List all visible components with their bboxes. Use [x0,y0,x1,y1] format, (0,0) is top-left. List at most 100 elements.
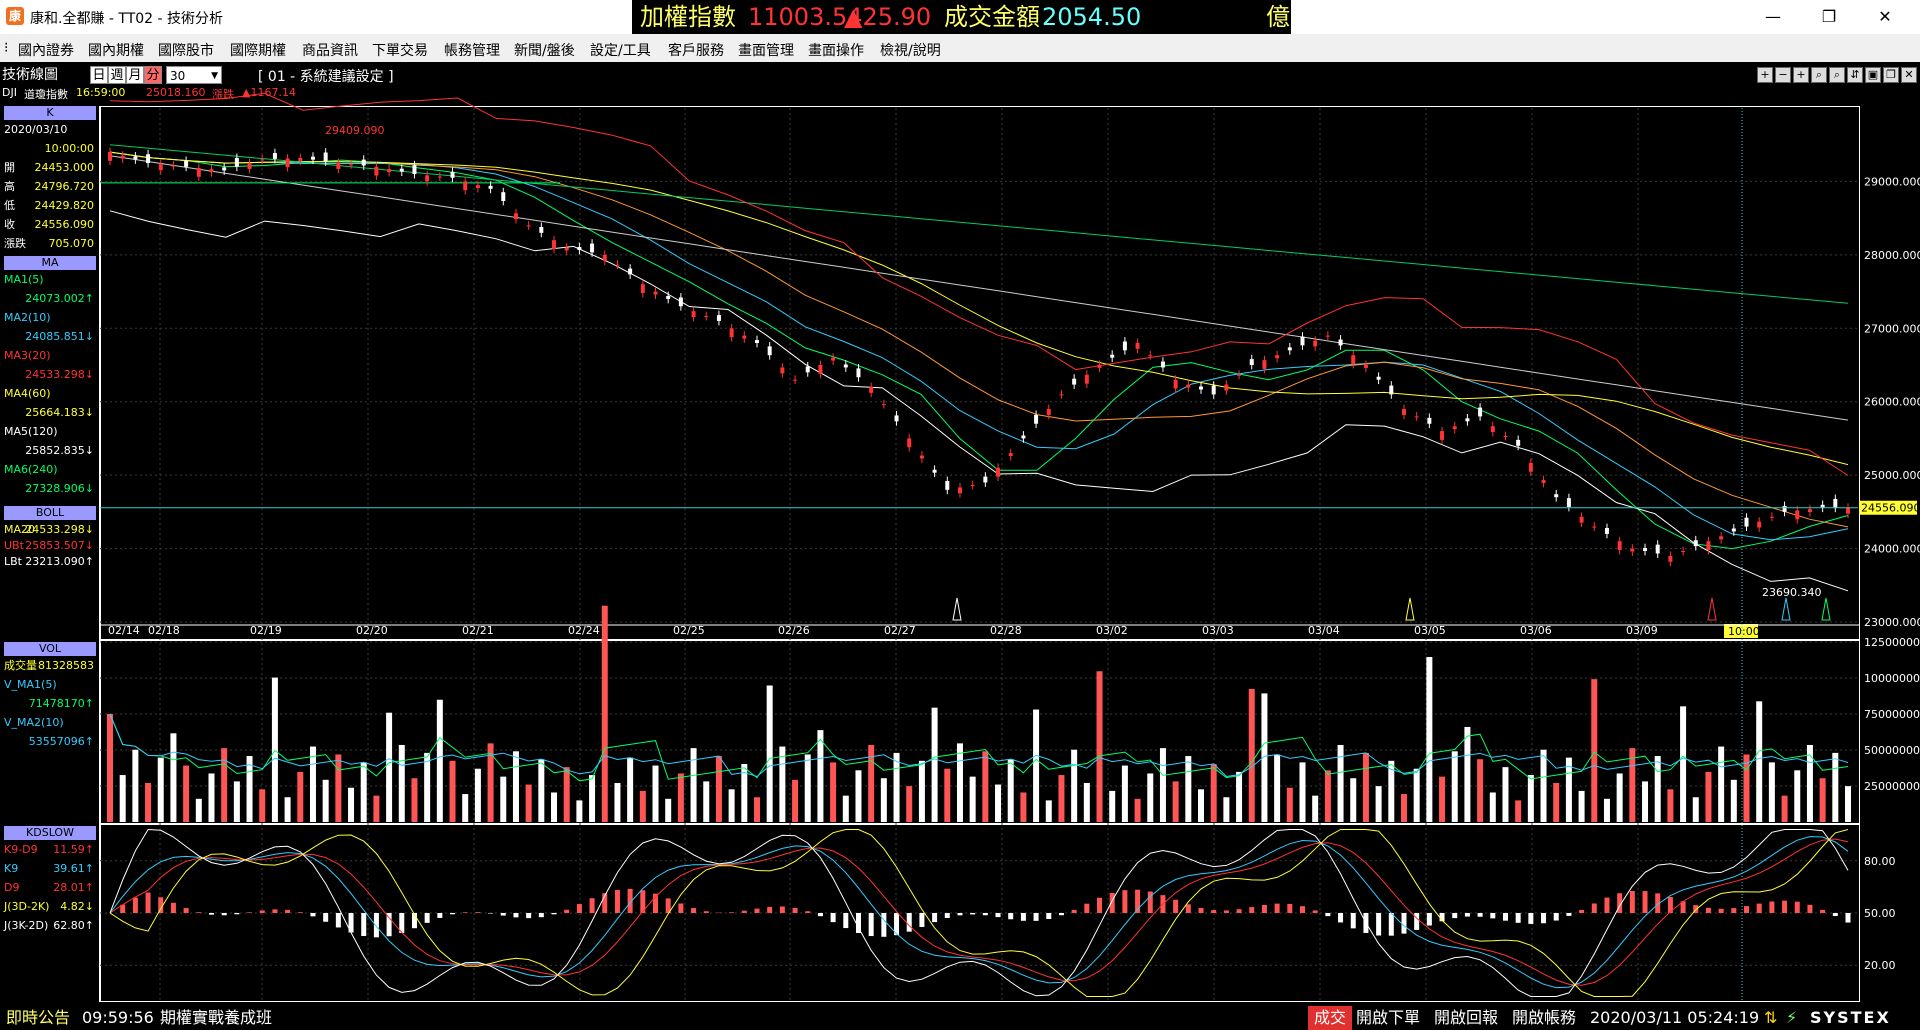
kd-histogram-bar [1528,913,1534,924]
kd-histogram-bar [1097,897,1103,913]
volume-bar [1565,757,1572,822]
candle-body [754,340,759,343]
k-info-label: 收 [4,218,15,231]
open-order-button[interactable]: 開啟下單 [1356,1008,1421,1027]
scroll-icon[interactable]: ⇵ [1847,67,1863,83]
volume-bar [1439,776,1446,822]
candle-body [1503,435,1508,437]
menu-customer-service[interactable]: 客戶服務 [668,43,724,59]
x-axis-label: 02/18 [148,624,180,637]
save-icon[interactable]: ▣ [1865,67,1881,83]
kd-histogram-bar [1249,907,1255,913]
open-report-button[interactable]: 開啟回報 [1434,1008,1499,1027]
kd-histogram-bar [1629,890,1635,913]
volume-bar [1642,781,1649,822]
connection-icon: ⇅ [1764,1008,1778,1027]
kd-info-value: 62.80↑ [53,919,94,932]
search-zoom-icon[interactable]: ⌕ [1811,67,1827,83]
kd-histogram-bar [1515,913,1521,923]
trade-button[interactable]: 成交 [1308,1006,1353,1030]
chart-canvas[interactable]: 02/14 02/18 02/19 02/20 02/21 02/24 02/25 02/26… [0,0,1920,1006]
restore-window-icon[interactable]: ❐ [1883,67,1899,83]
volume-bar [1692,797,1699,822]
kd-histogram-bar [944,913,950,918]
kd-info-label: K9 [4,862,19,875]
menu-intl-stocks[interactable]: 國際股市 [158,43,214,59]
boll-info-label: LBt [4,555,22,568]
volume-bar [1286,787,1293,822]
menu-domestic-securities[interactable]: 國內證券 [18,43,74,59]
volume-bar [703,781,710,822]
candle-body [1693,540,1698,547]
menu-screen-mgmt[interactable]: 畫面管理 [738,43,794,59]
volume-bar [1718,746,1725,822]
kd-histogram-bar [1617,893,1623,913]
candle-body [843,364,848,368]
zoom-in-plus-icon[interactable]: + [1793,67,1809,83]
vol-info-value: 81328583 [38,659,94,672]
volume-bar [1502,767,1509,822]
kd-histogram-bar [424,913,430,923]
kd-histogram-bar [1312,910,1318,913]
candle-body [1211,385,1216,395]
menu-news[interactable]: 新聞/盤後 [514,43,575,59]
menu-view-help[interactable]: 檢視/說明 [880,43,941,59]
ma-info-row: MA6(240) [4,462,96,478]
magnifier-icon[interactable]: ⌕ [1829,67,1845,83]
candle-body [1744,517,1749,527]
timeframe-day-button[interactable]: 日 [90,66,108,84]
menu-order-trading[interactable]: 下單交易 [372,43,428,59]
status-datetime: 2020/03/11 05:24:19 [1590,1008,1760,1027]
candle-body [1807,509,1812,513]
ma5-line [109,151,1849,550]
x-axis-label: 02/20 [356,624,388,637]
candle-body [171,165,176,167]
timeframe-week-button[interactable]: 週 [108,66,126,84]
ma20-line [109,151,1849,528]
kd-histogram-bar [1211,910,1217,913]
preset-label[interactable]: [ 01 - 系統建議設定 ] [258,69,394,85]
interval-select[interactable]: 30 ▼ [166,66,222,84]
candle-body [323,152,328,162]
menu-domestic-futures[interactable]: 國內期權 [88,43,144,59]
candle-body [1706,541,1711,551]
candle-body [196,167,201,177]
index-change: ▲25.90 [844,3,932,31]
kd-histogram-bar [665,898,671,913]
timeframe-month-button[interactable]: 月 [126,66,144,84]
candle-body [158,164,163,171]
menu-account-mgmt[interactable]: 帳務管理 [444,43,500,59]
menu-settings-tools[interactable]: 設定/工具 [590,43,651,59]
volume-ma5-line [109,713,1849,782]
volume-bar [1324,770,1331,822]
volume-bar [982,751,989,822]
menu-intl-futures[interactable]: 國際期權 [230,43,286,59]
volume-bar [1147,773,1154,822]
announce-label[interactable]: 即時公告 [6,1008,71,1027]
kd-histogram-bar [1464,913,1470,917]
menu-product-info[interactable]: 商品資訊 [302,43,358,59]
volume-bar [1730,779,1737,822]
close-button[interactable]: ✕ [1878,7,1892,26]
menu-screen-ops[interactable]: 畫面操作 [808,43,864,59]
volume-bar [1121,765,1128,822]
volume-bar [183,765,190,822]
crosshair-icon[interactable]: + [1757,67,1773,83]
candle-body [1630,548,1635,552]
y-axis-label: 50.00 [1864,907,1896,920]
open-account-button[interactable]: 開啟帳務 [1512,1008,1577,1027]
zoom-out-minus-icon[interactable]: − [1775,67,1791,83]
timeframe-minute-button[interactable]: 分 [144,66,162,84]
ma-info-label: MA2(10) [4,311,51,324]
candle-body [1719,536,1724,540]
kd-histogram-bar [614,889,620,913]
chevron-down-icon: ▼ [211,71,218,81]
volume-bar [1705,771,1712,822]
minimize-button[interactable]: — [1765,7,1781,26]
candle-body [437,176,442,178]
maximize-button[interactable]: ❐ [1821,7,1837,26]
close-chart-icon[interactable]: ✕ [1901,67,1917,83]
kd-histogram-bar [475,912,481,913]
announce-text[interactable]: 期權實戰養成班 [160,1008,273,1027]
kd-histogram-bar [462,912,468,913]
